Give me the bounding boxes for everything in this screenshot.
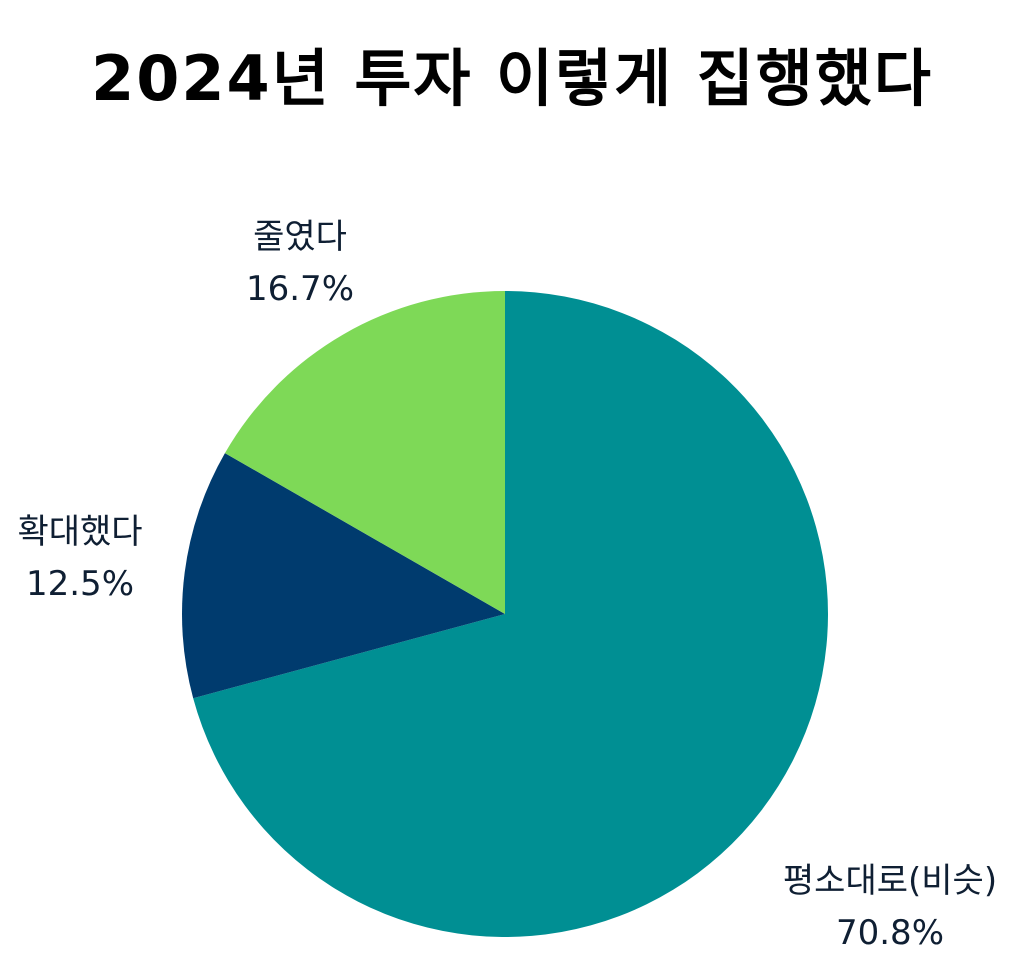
slice-name: 확대했다 bbox=[17, 512, 143, 552]
slice-label-decreased: 줄였다 16.7% bbox=[220, 211, 380, 315]
slice-percent: 12.5% bbox=[25, 564, 134, 604]
chart-title: 2024년 투자 이렇게 집행했다 bbox=[91, 42, 933, 115]
pie-slice-decreased bbox=[224, 291, 505, 614]
slice-percent: 70.8% bbox=[835, 913, 944, 953]
pie-slice-normal bbox=[193, 291, 828, 937]
pie-slice-increased bbox=[182, 453, 505, 699]
slice-label-normal: 평소대로(비슷) 70.8% bbox=[750, 855, 1024, 959]
slice-name: 줄였다 bbox=[253, 217, 347, 257]
slice-percent: 16.7% bbox=[245, 269, 354, 309]
slice-name: 평소대로(비슷) bbox=[782, 861, 998, 901]
slice-label-increased: 확대했다 12.5% bbox=[0, 506, 160, 610]
pie-slices bbox=[182, 291, 828, 937]
